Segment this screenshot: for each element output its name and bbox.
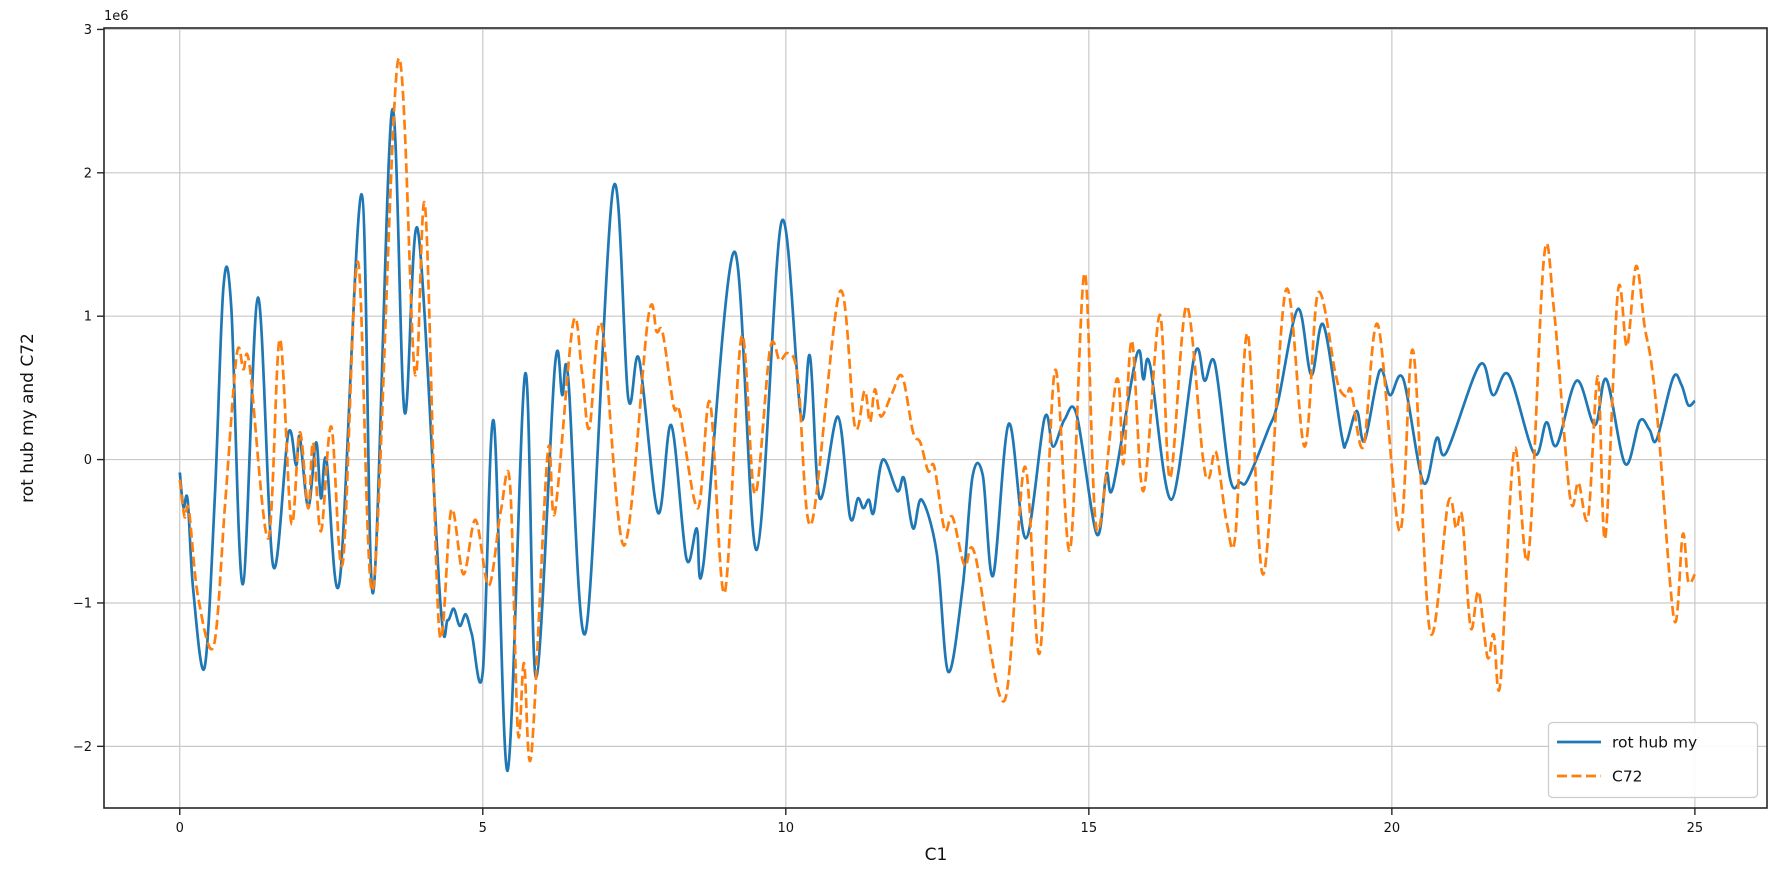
y-tick-label: 3: [84, 23, 92, 38]
legend-label-c72: C72: [1612, 768, 1643, 786]
x-tick-label: 15: [1081, 821, 1098, 836]
x-tick-label: 0: [176, 821, 184, 836]
y-tick-label: −2: [73, 740, 92, 755]
line-rot-hub-my: [178, 107, 1696, 773]
plot-area: [103, 27, 1768, 809]
x-tick-label: 20: [1384, 821, 1401, 836]
x-axis-label: C1: [925, 845, 948, 865]
y-axis-label: rot hub my and C72: [18, 333, 38, 503]
x-tick-label: 25: [1687, 821, 1704, 836]
x-tick-label: 10: [778, 821, 795, 836]
line-c72: [178, 56, 1697, 763]
y-tick-label: 0: [84, 453, 92, 468]
legend-label-rot-hub-my: rot hub my: [1612, 734, 1697, 752]
y-tick-label: 1: [84, 310, 92, 325]
y-tick-label: 2: [84, 166, 92, 181]
grid-lines: [104, 28, 1767, 808]
axis-ticks: [97, 28, 1696, 815]
y-axis-offset-text: 1e6: [104, 9, 129, 24]
data-series: [178, 56, 1697, 773]
legend: rot hub my C72: [1547, 721, 1759, 799]
x-tick-label: 5: [479, 821, 487, 836]
tick-labels: 0 5 10 15 20 25 −2 −1 0 1 2 3: [73, 23, 1703, 836]
y-tick-label: −1: [73, 596, 92, 611]
